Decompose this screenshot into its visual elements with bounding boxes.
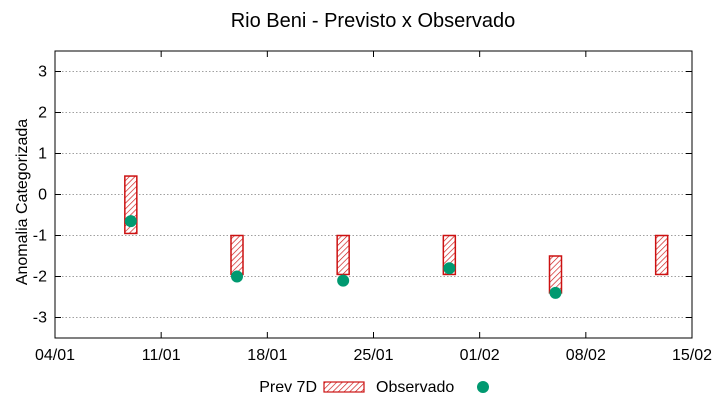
y-tick-label: -2 [33,269,47,286]
x-tick-label: 08/02 [566,347,606,364]
observed-points [124,215,562,299]
x-tick-label: 18/01 [247,347,287,364]
forecast-boxes [124,175,669,294]
y-tick-label: -1 [33,228,47,245]
y-axis-ticks: 3 2 1 0 -1 -2 -3 [33,64,692,327]
observed-point [124,215,137,228]
y-tick-label: -3 [33,310,47,327]
observed-point [231,270,243,283]
grid-lines [55,71,692,318]
x-tick-label: 01/02 [460,347,500,364]
observed-point [443,262,456,275]
legend: Prev 7D Observado [259,379,489,396]
chart-title: Rio Beni - Previsto x Observado [231,10,516,32]
x-tick-label: 04/01 [35,347,75,364]
observed-point [337,274,350,287]
forecast-box [336,234,350,276]
x-tick-label: 25/01 [353,347,393,364]
legend-label-forecast: Prev 7D [259,379,317,396]
x-tick-label: 11/01 [142,347,181,364]
y-tick-label: 3 [38,64,47,81]
observed-point [549,286,562,299]
plot-frame [54,50,693,339]
legend-swatch-observed [477,381,489,393]
forecast-box [230,234,244,276]
x-tick-label: 15/02 [672,347,712,364]
forecast-box [654,234,669,276]
y-axis-label: Anomalia Categorizada [14,119,31,285]
legend-label-observed: Observado [376,379,454,396]
y-tick-label: 2 [38,105,47,122]
y-tick-label: 1 [38,146,47,163]
legend-swatch-forecast [323,381,365,393]
x-axis-ticks: 04/01 11/01 18/01 25/01 01/02 08/02 15/02 [35,51,712,364]
y-tick-label: 0 [38,187,47,204]
